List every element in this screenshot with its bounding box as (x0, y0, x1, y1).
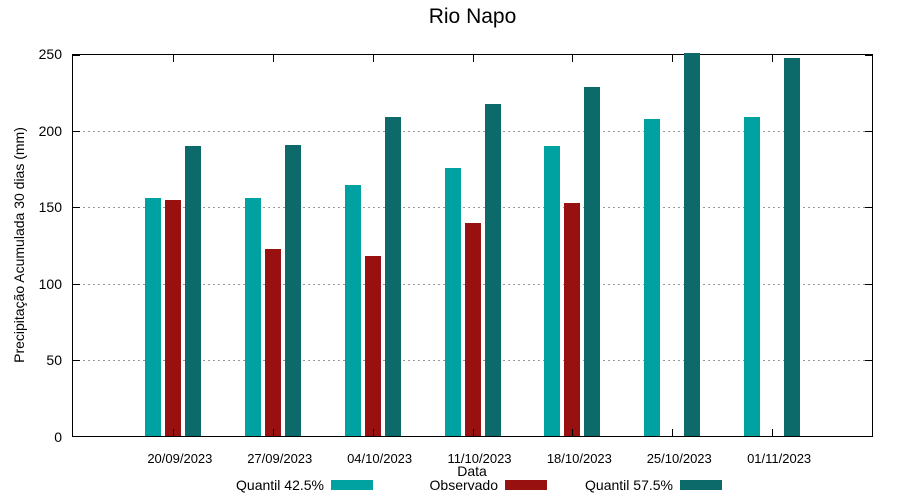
x-tick-label: 27/09/2023 (247, 451, 313, 466)
y-tick-mark (73, 436, 80, 437)
x-tick-label: 20/09/2023 (147, 451, 213, 466)
x-axis-label: Data (457, 463, 487, 479)
legend-label: Quantil 42.5% (236, 476, 324, 493)
bar (244, 198, 261, 436)
legend-entry: Quantil 42.5% (236, 476, 373, 493)
x-tick-label: 18/10/2023 (546, 451, 612, 466)
bar (584, 87, 601, 436)
gridline (73, 207, 872, 209)
x-tick-mark (172, 429, 174, 436)
y-tick-mark (73, 359, 80, 361)
y-tick-mark (73, 207, 80, 209)
legend-entry: Observado (429, 476, 547, 493)
legend-label: Quantil 57.5% (585, 476, 673, 493)
x-tick-mark (372, 55, 374, 62)
y-tick-mark (865, 207, 872, 209)
x-tick-mark (272, 55, 274, 62)
x-tick-label: 11/10/2023 (447, 451, 512, 466)
bar (684, 53, 701, 436)
x-tick-mark (172, 55, 174, 62)
bar (384, 117, 401, 436)
x-tick-mark (472, 55, 474, 62)
y-tick-mark (73, 131, 80, 133)
bar (344, 184, 361, 436)
y-tick-label: 100 (38, 275, 62, 292)
x-tick-label: 25/10/2023 (646, 451, 712, 466)
x-tick-mark (272, 429, 274, 436)
bar (444, 167, 461, 436)
bar (264, 248, 281, 436)
gridline (73, 131, 872, 133)
x-tick-mark (672, 55, 674, 62)
y-tick-mark (865, 131, 872, 133)
y-tick-mark (73, 283, 80, 285)
bar (284, 144, 301, 436)
chart-title: Rio Napo (428, 5, 517, 28)
x-tick-label: 04/10/2023 (347, 451, 413, 466)
y-tick-mark (865, 283, 872, 285)
x-tick-mark (772, 429, 774, 436)
bar (484, 103, 501, 436)
bar (184, 146, 201, 436)
bar (144, 198, 161, 436)
x-tick-mark (372, 429, 374, 436)
y-tick-label: 150 (38, 199, 62, 216)
bar (784, 58, 801, 436)
x-tick-mark (472, 429, 474, 436)
x-tick-mark (572, 55, 574, 62)
y-tick-mark (865, 436, 872, 437)
legend-swatch (331, 479, 373, 490)
bar (564, 202, 581, 436)
y-tick-mark (73, 55, 80, 56)
y-tick-label: 200 (38, 122, 62, 139)
bar (744, 117, 761, 436)
x-tick-label: 01/11/2023 (747, 451, 812, 466)
bar (644, 119, 661, 436)
y-tick-label: 0 (54, 429, 62, 445)
legend-label: Observado (429, 476, 498, 493)
legend-entry: Quantil 57.5% (585, 476, 722, 493)
bar (544, 146, 561, 436)
y-axis-label: Precipitação Acumulada 30 dias (mm) (11, 127, 27, 363)
bar (364, 256, 381, 436)
y-tick-mark (865, 359, 872, 361)
x-tick-mark (772, 55, 774, 62)
bar (464, 222, 481, 436)
legend-swatch (505, 479, 547, 490)
bar (164, 199, 181, 436)
x-tick-mark (572, 429, 574, 436)
plot-area (72, 53, 873, 437)
x-tick-mark (672, 429, 674, 436)
y-tick-label: 250 (38, 46, 62, 62)
y-tick-label: 50 (46, 352, 62, 369)
legend-swatch (680, 479, 722, 490)
y-tick-mark (865, 55, 872, 56)
